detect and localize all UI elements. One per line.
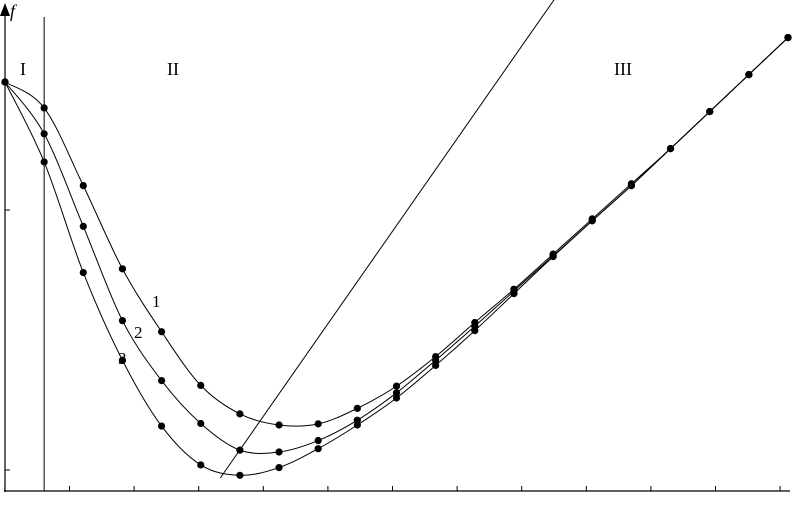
series-3-point: [549, 253, 557, 261]
series-3-point: [236, 471, 244, 479]
region-label-2: II: [167, 59, 179, 79]
series-1-point: [275, 421, 283, 429]
series-2-point: [158, 376, 166, 385]
series-3-line: [4, 37, 789, 476]
region-label-1: I: [20, 59, 26, 79]
series-3-point: [588, 217, 596, 225]
series-3-point: [784, 34, 792, 42]
series-2-point: [314, 436, 322, 445]
series-points: [1, 34, 792, 479]
series-3-point: [1, 78, 9, 86]
series-3-point: [353, 421, 361, 429]
series-3-point: [275, 463, 283, 472]
series-2-point: [275, 448, 283, 456]
series-curves: [4, 0, 789, 479]
series-2-point: [40, 130, 48, 138]
series-3-point: [314, 445, 322, 453]
series-3-point: [706, 108, 714, 116]
series-3-point: [392, 394, 401, 402]
series-2-point: [118, 317, 127, 325]
series-3-point: [471, 327, 479, 335]
series-3-point: [432, 361, 440, 370]
series-1-point: [392, 382, 401, 390]
series-3-point: [666, 145, 675, 153]
series-2-point: [79, 222, 87, 230]
y-axis-arrow: [0, 3, 10, 16]
series-label-3: 3: [118, 349, 127, 368]
region-label-3: III: [614, 59, 632, 79]
series-3-point: [627, 182, 636, 190]
series-1-point: [236, 410, 244, 418]
series-label-2: 2: [134, 323, 143, 342]
x-ticks: [4, 486, 781, 491]
series-2-point: [236, 446, 244, 454]
series-3-point: [745, 71, 753, 79]
series-1-point: [79, 182, 87, 190]
series-1-point: [353, 404, 361, 412]
series-1-point: [40, 104, 48, 112]
series-label-1: 1: [152, 292, 161, 311]
series-3-point: [118, 356, 127, 364]
series-3-point: [40, 158, 48, 166]
y-ticks: [5, 209, 10, 471]
series-2-point: [197, 419, 205, 428]
series-1-point: [158, 328, 166, 336]
series-2-point: [392, 389, 401, 397]
y-axis-label: f: [10, 1, 18, 21]
series-1-point: [118, 265, 127, 273]
series-3-point: [158, 422, 166, 430]
series-2-point: [432, 356, 440, 364]
series-3-point: [79, 268, 87, 277]
tangent-line: [219, 0, 555, 479]
series-3-point: [510, 290, 518, 298]
series-3-point: [197, 461, 205, 469]
series-1-point: [197, 381, 205, 389]
series-1-point: [314, 420, 322, 428]
